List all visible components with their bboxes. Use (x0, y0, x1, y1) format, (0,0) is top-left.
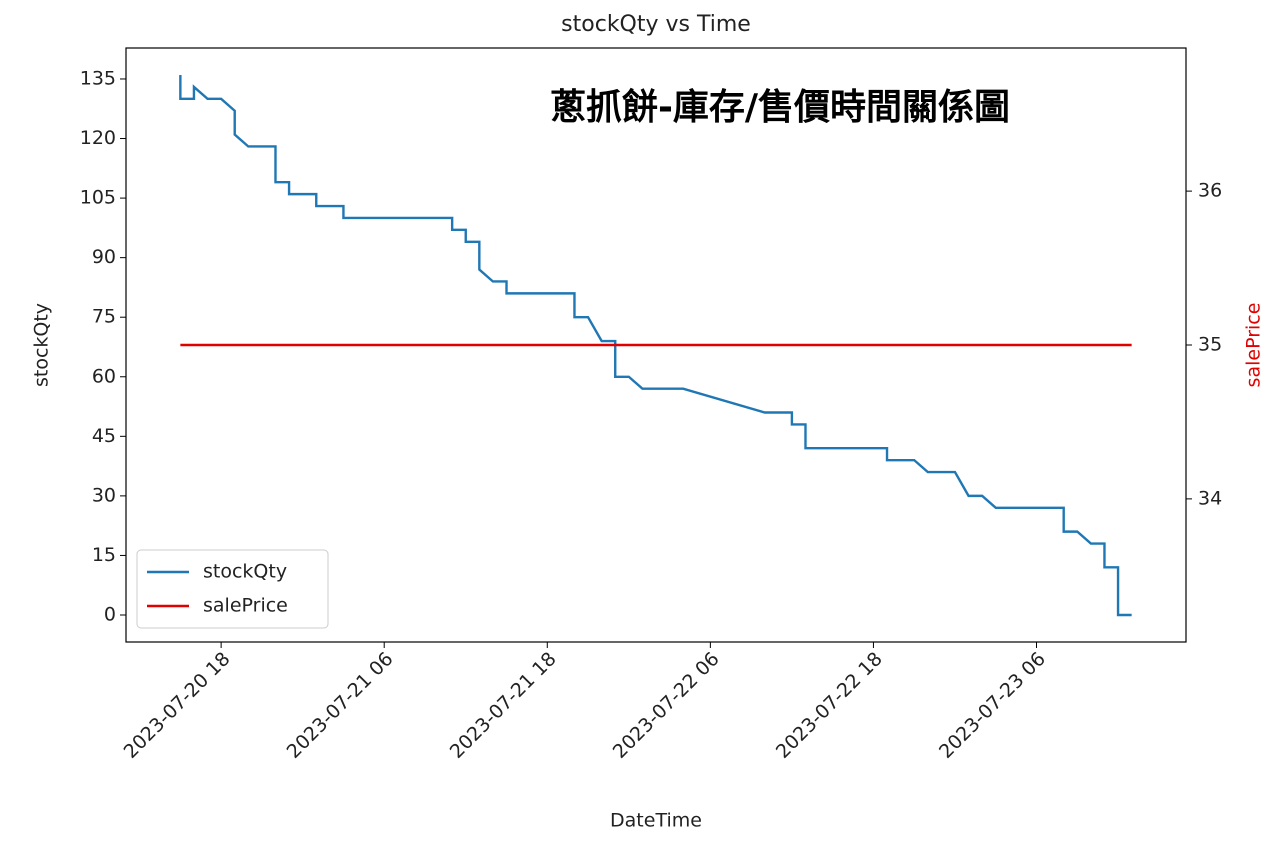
chart-title: stockQty vs Time (561, 12, 751, 37)
y-tick-label: 45 (92, 425, 116, 447)
y2-tick-label: 34 (1198, 487, 1222, 509)
y2-tick-label: 35 (1198, 334, 1222, 356)
y-tick-label: 30 (92, 484, 116, 506)
legend-box (136, 549, 329, 629)
x-axis-label: DateTime (610, 810, 702, 832)
y-tick-label: 15 (92, 544, 116, 566)
x-tick-label: 2023-07-21 18 (446, 648, 561, 763)
series-line (179, 75, 1132, 617)
x-tick-label: 2023-07-23 06 (935, 648, 1050, 763)
y-tick-label: 135 (80, 67, 116, 89)
y2-axis-label: salePrice (1243, 303, 1265, 388)
legend-label: stockQty (203, 561, 287, 583)
y-tick-label: 75 (92, 306, 116, 328)
y2-tick-label: 36 (1198, 180, 1222, 202)
y-axis-label: stockQty (31, 303, 53, 387)
x-tick-label: 2023-07-21 06 (283, 648, 398, 763)
y-tick-label: 0 (104, 604, 116, 626)
y-tick-label: 120 (80, 127, 116, 149)
y-tick-label: 90 (92, 246, 116, 268)
x-tick-label: 2023-07-22 18 (772, 648, 887, 763)
y-tick-label: 105 (80, 187, 116, 209)
x-tick-label: 2023-07-20 18 (120, 648, 235, 763)
legend-label: salePrice (203, 595, 288, 617)
x-tick-label: 2023-07-22 06 (609, 648, 724, 763)
y-tick-label: 60 (92, 365, 116, 387)
annotation: 蔥抓餅-庫存/售價時間關係圖 (550, 87, 1010, 128)
